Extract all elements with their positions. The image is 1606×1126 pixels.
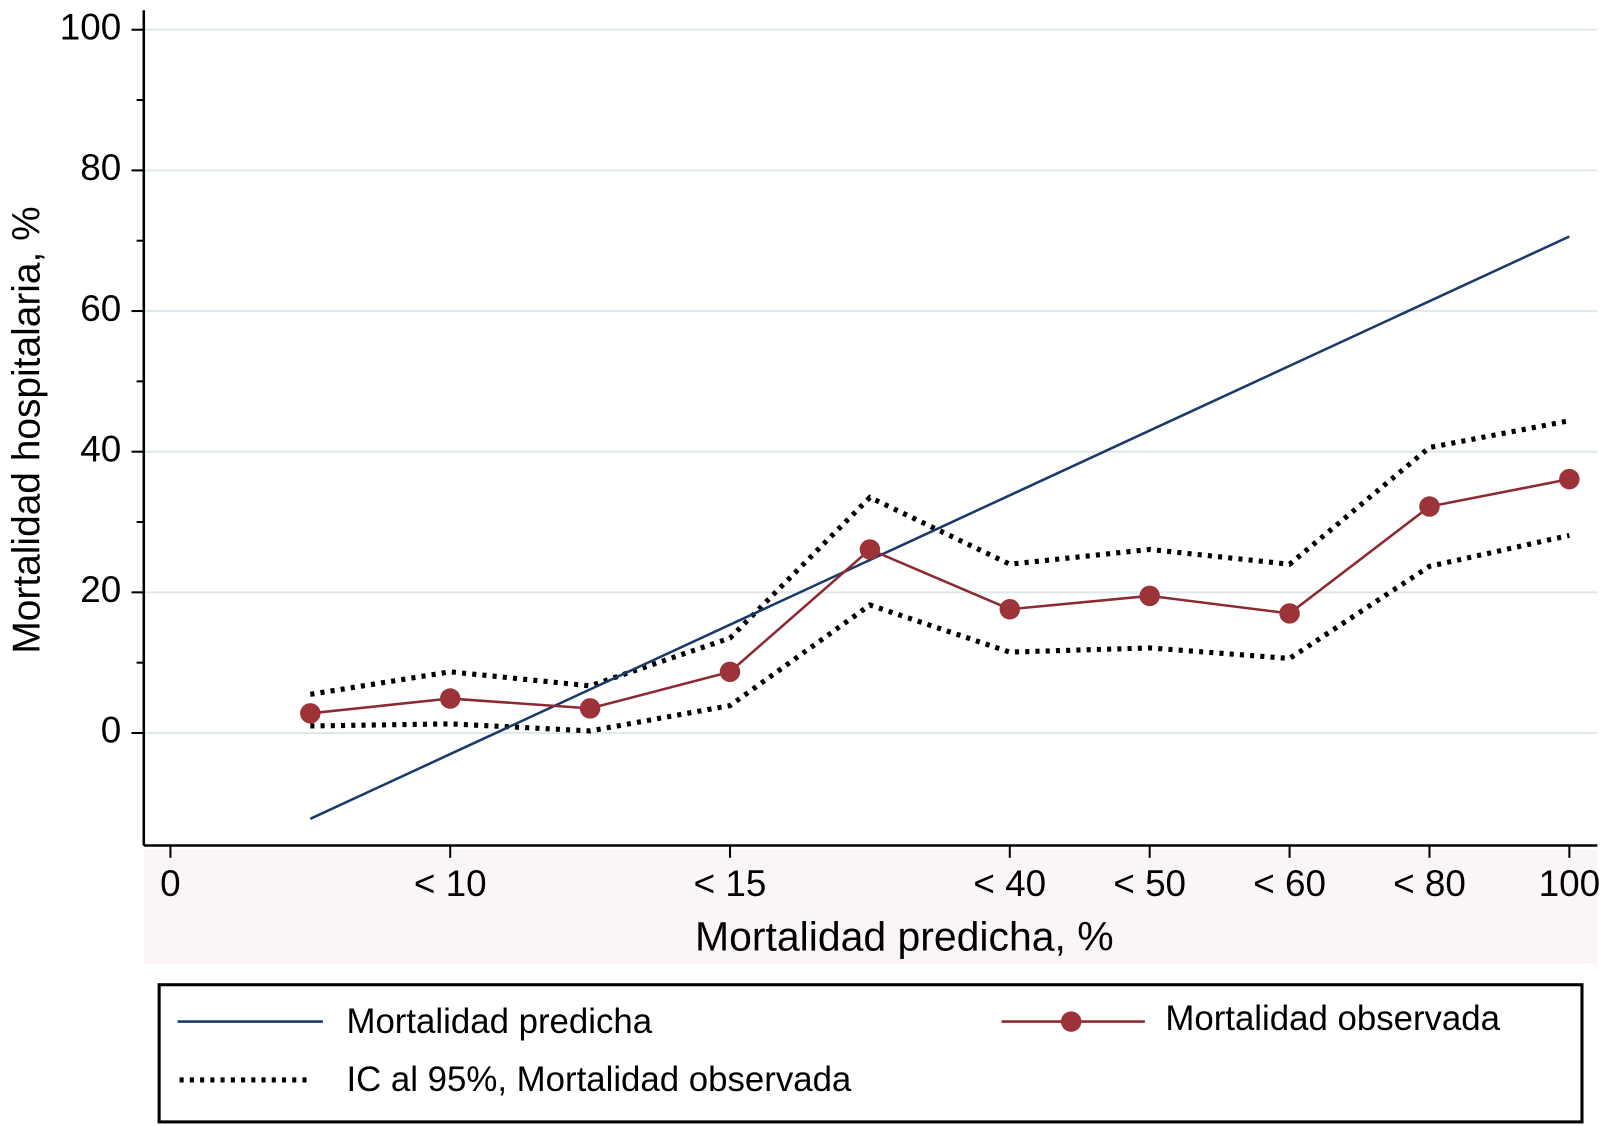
ci-line — [309, 418, 1570, 697]
series-line — [310, 477, 1570, 715]
legend — [157, 983, 1584, 1124]
legend-swatch — [1060, 1011, 1082, 1032]
marker — [1139, 585, 1160, 607]
series-line — [309, 235, 1570, 820]
y-tick-label: 80 — [80, 147, 121, 188]
y-tick-label: 20 — [80, 569, 121, 610]
legend-label: IC al 95%, Mortalidad observada — [346, 1060, 851, 1099]
y-tick-label: 60 — [80, 288, 121, 329]
x-tick-label: < 80 — [1393, 863, 1466, 904]
y-tick-label: 100 — [60, 6, 121, 47]
x-tick-label: < 15 — [694, 863, 767, 904]
marker — [1279, 603, 1300, 624]
ci-line — [310, 532, 1570, 734]
x-tick-label: < 50 — [1113, 863, 1186, 904]
legend-label: Mortalidad observada — [1165, 999, 1500, 1038]
x-axis-title: Mortalidad predicha, % — [695, 914, 1114, 960]
x-tick-label: < 60 — [1253, 863, 1326, 904]
y-tick-label: 0 — [101, 710, 121, 751]
x-axis-band — [143, 849, 1598, 965]
marker — [579, 698, 601, 719]
y-axis-title: Mortalidad hospitalaria, % — [5, 206, 48, 653]
marker — [999, 598, 1021, 620]
x-tick-label: < 10 — [414, 863, 487, 904]
marker — [439, 688, 461, 709]
x-tick-label: 100 — [1539, 863, 1600, 904]
marker — [719, 661, 741, 683]
y-tick-label: 40 — [80, 428, 121, 469]
x-tick-label: 0 — [160, 863, 181, 904]
marker — [859, 539, 881, 560]
marker — [1559, 468, 1580, 490]
x-tick-label: < 40 — [973, 863, 1046, 904]
marker — [300, 703, 321, 724]
marker — [1419, 496, 1440, 517]
legend-label: Mortalidad predicha — [346, 1002, 652, 1041]
